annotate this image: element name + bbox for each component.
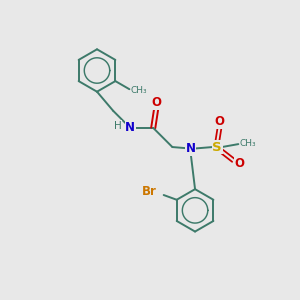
Text: H: H — [114, 121, 122, 130]
Text: Br: Br — [142, 185, 157, 198]
Text: S: S — [212, 141, 222, 154]
Text: O: O — [214, 115, 224, 128]
Text: O: O — [151, 96, 161, 110]
Text: O: O — [235, 157, 245, 170]
Text: CH₃: CH₃ — [131, 86, 148, 95]
Text: CH₃: CH₃ — [240, 139, 256, 148]
Text: N: N — [125, 122, 135, 134]
Text: N: N — [186, 142, 196, 155]
